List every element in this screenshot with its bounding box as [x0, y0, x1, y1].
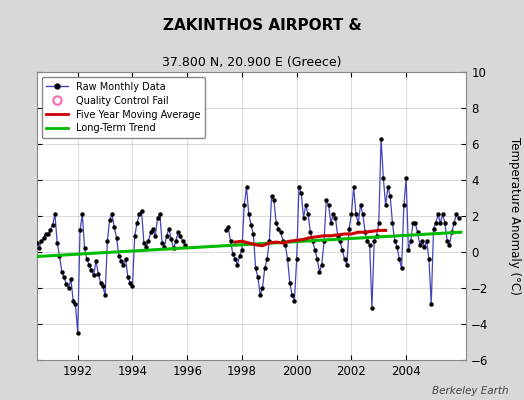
- Text: Berkeley Earth: Berkeley Earth: [432, 386, 508, 396]
- Legend: Raw Monthly Data, Quality Control Fail, Five Year Moving Average, Long-Term Tren: Raw Monthly Data, Quality Control Fail, …: [41, 77, 205, 138]
- Y-axis label: Temperature Anomaly (°C): Temperature Anomaly (°C): [508, 137, 521, 295]
- Text: ZAKINTHOS AIRPORT &: ZAKINTHOS AIRPORT &: [162, 18, 362, 33]
- Title: 37.800 N, 20.900 E (Greece): 37.800 N, 20.900 E (Greece): [162, 56, 341, 70]
